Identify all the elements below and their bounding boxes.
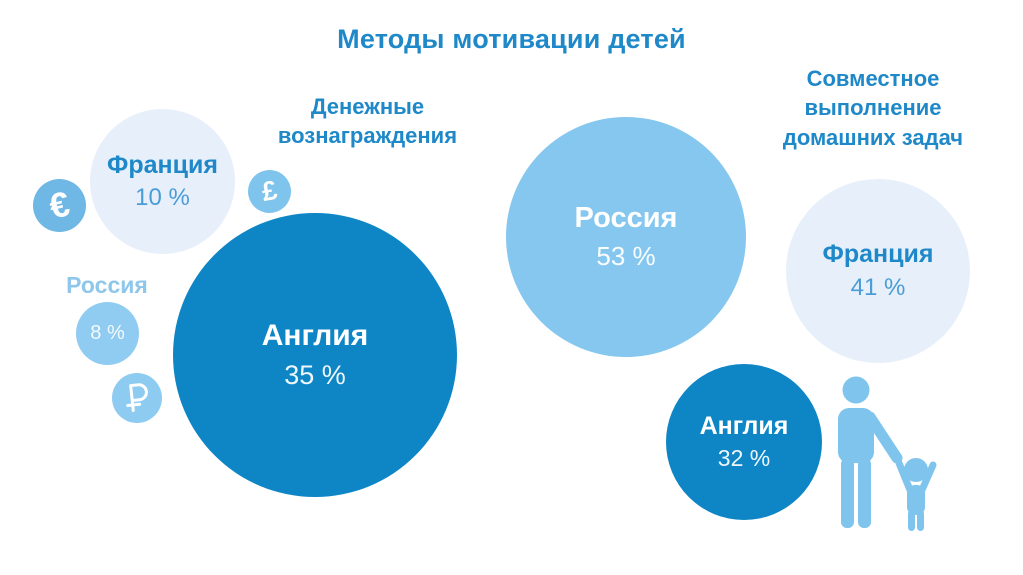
bubble-russia-household: Россия 53 % [506, 117, 746, 357]
pound-symbol: £ [259, 174, 280, 208]
group-title-monetary-rewards: Денежные вознаграждения [277, 94, 458, 149]
bubble-value: 10 % [135, 184, 190, 211]
chart-title: Методы мотивации детей [337, 24, 686, 54]
pound-icon: £ [244, 166, 295, 217]
bubble-value: 53 % [596, 241, 656, 271]
euro-symbol: € [45, 183, 73, 227]
bubble-france-monetary: Франция 10 % [90, 109, 235, 254]
group-title-household-tasks: Совместное выполнение домашних задач [782, 66, 964, 150]
bubble-france-household: Франция 41 % [786, 179, 970, 363]
bubble-russia-monetary: 8 % [76, 302, 139, 365]
bubble-value: 32 % [717, 445, 771, 471]
bubble-country-label-russia-monetary: Россия [66, 272, 148, 298]
bubble-value: 8 % [90, 322, 125, 344]
bubble-country-label: Франция [107, 151, 218, 179]
bubble-country-label: Англия [699, 412, 789, 440]
euro-icon: € [28, 174, 91, 237]
bubble-england-household: Англия 32 % [666, 364, 822, 520]
bubble-country-label: Россия [574, 202, 678, 234]
bubble-country-label: Франция [822, 240, 934, 268]
parent-child-icon [828, 372, 940, 534]
bubble-value: 35 % [284, 360, 346, 390]
bubble-value: 41 % [850, 274, 906, 301]
ruble-icon [112, 373, 162, 423]
bubble-country-label: Англия [261, 319, 369, 352]
bubble-england-monetary: Англия 35 % [173, 213, 457, 497]
